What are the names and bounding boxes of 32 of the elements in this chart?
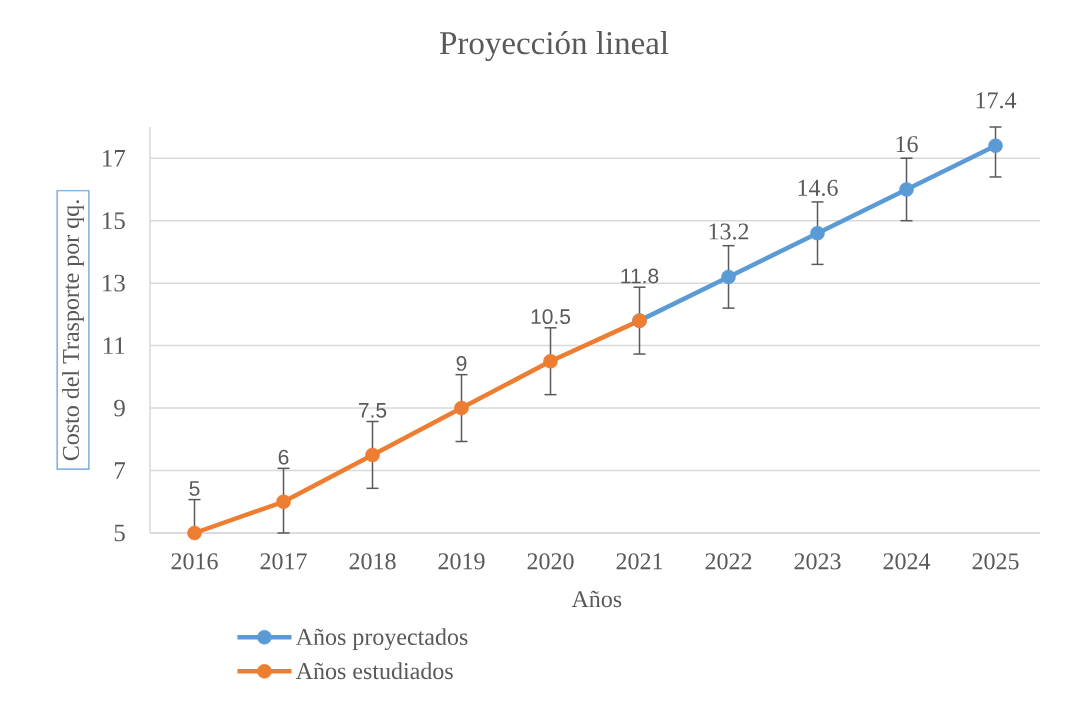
- data-label: 7.5: [358, 403, 387, 418]
- y-tick-label: 13: [103, 274, 125, 292]
- data-label: 14.6: [798, 179, 838, 196]
- x-tick-label: 2017: [260, 553, 307, 570]
- y-tick-label: 17: [103, 149, 126, 167]
- x-tick-label: 2025: [972, 553, 1019, 570]
- data-label: 11.8: [621, 268, 659, 284]
- y-tick-label: 7: [114, 462, 126, 479]
- x-tick-label: 2022: [705, 553, 752, 570]
- x-tick-label: 2023: [794, 553, 841, 570]
- y-axis-title: Costo del Trasporte por qq.: [62, 200, 84, 461]
- legend-label: Años estudiados: [295, 662, 453, 680]
- legend-label: Años proyectados: [295, 628, 468, 651]
- data-label: 16: [896, 136, 918, 153]
- x-tick-label: 2021: [616, 553, 663, 570]
- y-tick-label: 11: [103, 337, 125, 354]
- x-tick-label: 2019: [438, 553, 485, 570]
- x-tick-label: 2018: [349, 553, 396, 570]
- data-label: 17.4: [976, 92, 1017, 109]
- x-tick-label: 2024: [883, 553, 931, 570]
- y-tick-label: 15: [103, 212, 125, 230]
- data-label: 13.2: [709, 223, 749, 240]
- x-tick-label: 2016: [171, 553, 218, 570]
- y-tick-label: 9: [114, 399, 125, 417]
- y-tick-label: 5: [114, 524, 125, 542]
- data-label: 10.5: [531, 309, 571, 325]
- data-label: 9: [456, 356, 467, 371]
- data-label: 5: [189, 481, 200, 496]
- x-axis-title: Años: [571, 590, 622, 608]
- data-label: 6: [278, 449, 289, 465]
- x-tick-label: 2020: [527, 553, 574, 570]
- chart-title: Proyección lineal: [440, 30, 669, 62]
